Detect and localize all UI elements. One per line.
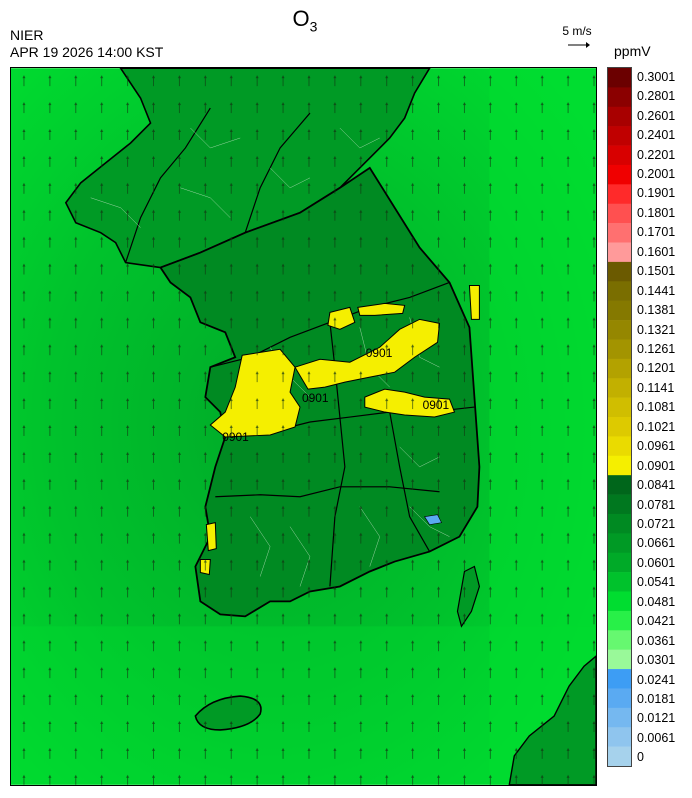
datetime-label: APR 19 2026 14:00 KST — [10, 44, 164, 60]
legend-swatch — [608, 378, 631, 398]
legend-swatch — [608, 572, 631, 592]
legend-label: 0.0601 — [637, 555, 676, 570]
legend-swatch — [608, 145, 631, 166]
unit-label: ppmV — [614, 43, 651, 59]
legend-label: 0.0301 — [637, 653, 676, 668]
legend-swatch — [608, 164, 631, 185]
legend-label: 0.0121 — [637, 711, 676, 726]
legend-swatch — [608, 455, 631, 476]
legend-swatch — [608, 358, 631, 379]
legend-swatch — [608, 106, 631, 127]
legend-swatch — [608, 436, 631, 457]
legend-swatch — [608, 475, 631, 495]
legend-label: 0.1081 — [637, 400, 676, 415]
wind-vector-field — [11, 68, 596, 785]
legend-label: 0 — [637, 750, 644, 765]
legend-swatch — [608, 610, 631, 631]
legend-label: 0.0361 — [637, 633, 676, 648]
legend-swatch — [608, 281, 631, 301]
legend-swatch — [608, 727, 631, 747]
legend-swatch — [608, 300, 631, 321]
legend-swatch — [608, 339, 631, 360]
legend-label: 0.3001 — [637, 69, 676, 84]
legend-swatch — [608, 688, 631, 709]
legend-swatch — [608, 591, 631, 612]
legend-swatch — [608, 68, 631, 88]
title-main: O — [292, 6, 310, 31]
legend-label: 0.2001 — [637, 166, 676, 181]
legend-swatch — [608, 184, 631, 205]
wind-reference-label: 5 m/s — [562, 24, 592, 38]
legend-swatch — [608, 242, 631, 263]
color-legend — [607, 67, 632, 767]
legend-swatch — [608, 126, 631, 146]
legend-label: 0.1801 — [637, 205, 676, 220]
legend-swatch — [608, 746, 631, 766]
legend-label: 0.1901 — [637, 186, 676, 201]
legend-swatch — [608, 223, 631, 243]
legend-swatch — [608, 649, 631, 670]
legend-swatch — [608, 397, 631, 418]
legend-label: 0.1261 — [637, 341, 676, 356]
legend-label: 0.1141 — [637, 380, 675, 395]
legend-label: 0.1201 — [637, 361, 676, 376]
legend-label: 0.0661 — [637, 536, 676, 551]
map-title: O3 — [0, 6, 610, 34]
legend-label: 0.1021 — [637, 419, 676, 434]
legend-label: 0.2201 — [637, 147, 676, 162]
legend-label: 0.2601 — [637, 108, 676, 123]
legend-swatch — [608, 494, 631, 515]
legend-swatch — [608, 320, 631, 340]
legend-label: 0.0901 — [637, 458, 676, 473]
legend-label: 0.0061 — [637, 730, 676, 745]
title-subscript: 3 — [309, 18, 318, 35]
legend-label: 0.1601 — [637, 244, 676, 259]
legend-swatch — [608, 261, 631, 282]
legend-swatch — [608, 203, 631, 224]
ozone-concentration-map: 0901 0901 0901 0901 — [10, 67, 597, 786]
legend-label: 0.0781 — [637, 497, 676, 512]
legend-label: 0.0421 — [637, 614, 676, 629]
wind-reference-arrow-icon — [568, 42, 590, 48]
organization-label: NIER — [10, 27, 44, 43]
legend-swatch — [608, 630, 631, 650]
legend-label: 0.1381 — [637, 303, 676, 318]
legend-label: 0.1501 — [637, 264, 676, 279]
legend-swatch — [608, 669, 631, 689]
legend-label: 0.0721 — [637, 516, 676, 531]
legend-label: 0.0481 — [637, 594, 676, 609]
legend-label: 0.1441 — [637, 283, 676, 298]
legend-swatch — [608, 533, 631, 554]
legend-label: 0.1321 — [637, 322, 676, 337]
legend-label: 0.0181 — [637, 691, 676, 706]
legend-label: 0.0541 — [637, 575, 676, 590]
legend-swatch — [608, 513, 631, 534]
legend-label: 0.0841 — [637, 478, 676, 493]
legend-label: 0.0241 — [637, 672, 676, 687]
legend-label: 0.2801 — [637, 89, 676, 104]
legend-swatch — [608, 417, 631, 437]
legend-label: 0.0961 — [637, 439, 676, 454]
legend-swatch — [608, 707, 631, 728]
legend-swatch — [608, 87, 631, 108]
legend-swatch — [608, 552, 631, 573]
legend-label: 0.1701 — [637, 225, 676, 240]
legend-label: 0.2401 — [637, 128, 676, 143]
